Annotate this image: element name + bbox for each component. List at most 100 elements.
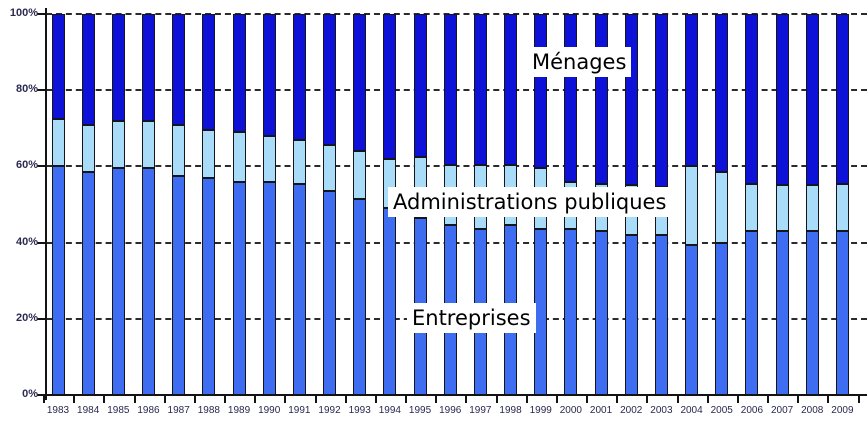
bar-segment-2002-ménages <box>624 14 638 186</box>
x-tick-12 <box>405 396 408 403</box>
x-tick-19 <box>616 396 619 403</box>
x-axis-label-2001: 2001 <box>589 405 613 416</box>
bar-segment-1991-administrations-publiques <box>292 139 306 184</box>
x-axis-label-1994: 1994 <box>378 405 401 416</box>
x-tick-24 <box>767 396 770 403</box>
x-tick-end <box>857 396 860 403</box>
bar-segment-1995-ménages <box>413 14 427 157</box>
x-axis-label-2005: 2005 <box>710 405 733 416</box>
x-tick-2 <box>103 396 106 403</box>
bar-segment-2007-entreprises <box>775 231 789 395</box>
y-axis-line <box>45 8 47 400</box>
x-tick-14 <box>465 396 468 403</box>
bar-1991 <box>292 14 306 395</box>
bar-segment-1989-entreprises <box>232 181 246 395</box>
x-tick-9 <box>314 396 317 403</box>
y-axis-label-0%: 0% <box>22 388 38 400</box>
bar-segment-2004-administrations-publiques <box>685 166 699 245</box>
series-label-menages: Ménages <box>527 47 632 77</box>
x-tick-23 <box>736 396 739 403</box>
bar-segment-1991-entreprises <box>292 183 306 395</box>
bar-segment-1999-ménages <box>534 14 548 169</box>
bar-segment-1989-administrations-publiques <box>232 132 246 182</box>
bar-segment-2009-administrations-publiques <box>835 183 849 232</box>
bar-segment-2001-entreprises <box>594 231 608 395</box>
gridline-100 <box>46 13 867 15</box>
bar-segment-1999-entreprises <box>534 229 548 395</box>
bar-segment-1986-entreprises <box>142 168 155 395</box>
x-axis-label-1991: 1991 <box>288 405 311 416</box>
x-axis-label-1988: 1988 <box>197 405 220 416</box>
bar-1987 <box>172 14 186 395</box>
bar-segment-1987-ménages <box>172 14 186 125</box>
x-tick-22 <box>706 396 709 403</box>
bar-segment-2009-entreprises <box>835 231 849 395</box>
y-axis-label-40%: 40% <box>15 235 38 248</box>
bar-1989 <box>232 14 246 395</box>
y-tick-40 <box>37 241 46 244</box>
bar-segment-2005-entreprises <box>715 242 729 395</box>
x-axis-label-1998: 1998 <box>499 405 522 416</box>
series-label-entreprises: Entreprises <box>407 303 536 333</box>
x-tick-7 <box>254 396 257 403</box>
bar-segment-1984-administrations-publiques <box>81 124 95 173</box>
bar-segment-2007-administrations-publiques <box>775 185 789 232</box>
x-tick-3 <box>133 396 136 403</box>
x-tick-11 <box>374 396 377 403</box>
x-tick-18 <box>586 396 589 403</box>
bar-segment-2008-entreprises <box>805 231 819 395</box>
x-axis-label-1987: 1987 <box>167 405 190 416</box>
bar-segment-1997-ménages <box>473 14 487 165</box>
bar-segment-1983-entreprises <box>51 166 65 395</box>
bar-1992 <box>323 14 337 395</box>
x-tick-17 <box>555 396 558 403</box>
x-tick-10 <box>344 396 347 403</box>
bar-segment-1985-administrations-publiques <box>111 120 125 169</box>
y-tick-80 <box>37 89 46 92</box>
bar-segment-2008-ménages <box>805 14 819 186</box>
bar-segment-2003-ménages <box>654 14 668 188</box>
bar-1988 <box>202 14 216 395</box>
bar-segment-1988-administrations-publiques <box>202 130 216 178</box>
bar-segment-1996-ménages <box>443 14 457 165</box>
bar-segment-2006-ménages <box>745 14 759 184</box>
x-tick-15 <box>495 396 498 403</box>
x-tick-8 <box>284 396 287 403</box>
y-tick-0 <box>37 394 46 396</box>
y-axis-label-60%: 60% <box>15 159 38 172</box>
bar-segment-1993-ménages <box>353 14 367 152</box>
bar-1993 <box>353 14 367 395</box>
bar-1983 <box>51 14 65 395</box>
x-axis-label-2006: 2006 <box>740 405 764 416</box>
x-axis-label-2004: 2004 <box>680 405 703 416</box>
bar-segment-1994-entreprises <box>383 208 397 395</box>
bar-1984 <box>81 14 95 395</box>
bar-segment-2006-administrations-publiques <box>745 183 759 232</box>
bar-1985 <box>111 14 125 395</box>
bar-segment-2001-ménages <box>594 14 608 184</box>
x-tick-13 <box>435 396 438 403</box>
bar-2006 <box>745 14 759 395</box>
bar-segment-1991-ménages <box>292 14 306 140</box>
y-axis-label-20%: 20% <box>15 311 38 324</box>
series-label-administrations-publiques: Administrations publiques <box>388 187 672 217</box>
bar-segment-1992-ménages <box>323 14 337 146</box>
x-axis-label-1985: 1985 <box>107 405 130 416</box>
x-axis-label-2000: 2000 <box>559 405 582 416</box>
bar-segment-1988-entreprises <box>202 177 216 395</box>
bar-segment-1993-administrations-publiques <box>353 151 367 199</box>
bar-2008 <box>805 14 819 395</box>
bar-segment-1990-administrations-publiques <box>262 135 276 182</box>
bar-segment-2006-entreprises <box>745 231 759 395</box>
x-axis-label-1992: 1992 <box>318 405 341 416</box>
x-tick-6 <box>224 396 227 403</box>
x-tick-16 <box>525 396 528 403</box>
x-axis-label-2002: 2002 <box>620 405 643 416</box>
x-axis-label-1995: 1995 <box>408 405 432 416</box>
bar-segment-2002-entreprises <box>624 234 638 395</box>
x-axis-label-1993: 1993 <box>348 405 371 416</box>
bar-2004 <box>685 14 699 395</box>
bar-segment-1985-ménages <box>111 14 125 121</box>
bar-segment-1984-entreprises <box>81 172 95 395</box>
